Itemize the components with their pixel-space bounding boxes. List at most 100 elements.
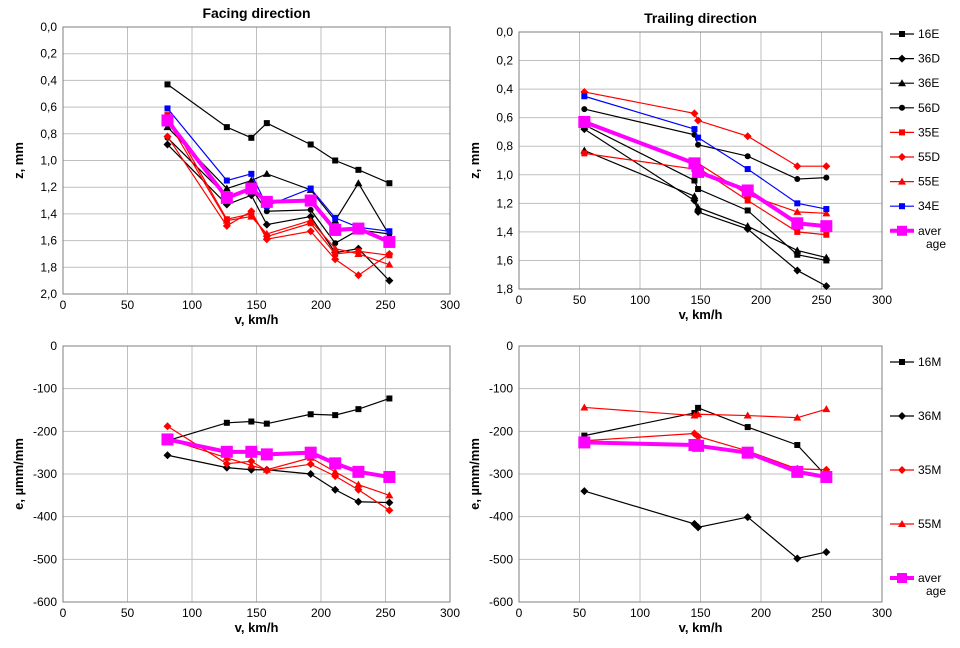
data-point <box>247 212 256 220</box>
data-point <box>822 253 831 261</box>
data-point <box>694 203 703 211</box>
data-point <box>163 451 172 460</box>
series-34e <box>581 93 830 213</box>
y-tick-label: -400 <box>489 510 513 524</box>
series-line <box>584 95 827 210</box>
series-line <box>584 124 827 262</box>
y-tick-label: 1,2 <box>496 196 513 210</box>
data-point <box>793 554 802 563</box>
series-line <box>584 406 827 419</box>
y-tick-label: 0,8 <box>496 139 513 153</box>
data-point <box>222 216 231 224</box>
data-point <box>694 432 703 441</box>
y-tick-label: 2,0 <box>40 287 57 301</box>
legend-marker <box>897 573 907 583</box>
y-axis-label: e, µmm/mm <box>467 438 482 510</box>
data-point <box>794 176 801 183</box>
y-tick-label: 1,4 <box>496 225 513 239</box>
data-point <box>694 116 703 125</box>
y-tick-label: 1,4 <box>40 207 57 221</box>
legend-marker <box>899 203 905 210</box>
x-tick-label: 100 <box>182 298 202 312</box>
legend-label: 16E <box>918 27 939 41</box>
x-tick-label: 250 <box>375 298 395 312</box>
chart-4: 0 50 100 150 200 250 300 0 -100 -200 -300 -400 -500 -… <box>467 339 946 635</box>
legend-label: 35M <box>918 463 941 477</box>
y-tick-label: 1,6 <box>40 234 57 248</box>
series-aver-age <box>161 433 396 483</box>
x-tick-label: 50 <box>121 298 135 312</box>
data-point <box>164 81 171 88</box>
data-point <box>578 436 591 449</box>
legend-marker <box>898 177 906 185</box>
y-tick-label: -200 <box>489 424 513 438</box>
legend-marker <box>898 520 906 527</box>
data-point <box>580 403 589 411</box>
data-point <box>383 470 396 483</box>
data-point <box>263 420 270 427</box>
legend-label: 56D <box>918 101 940 115</box>
y-tick-label: -100 <box>489 382 513 396</box>
series-line <box>167 397 390 442</box>
data-point <box>247 461 256 469</box>
y-tick-label: -400 <box>33 510 57 524</box>
series-line <box>167 454 390 504</box>
data-point <box>820 220 833 233</box>
y-tick-label: 0,0 <box>40 20 57 34</box>
series-56d <box>581 106 830 183</box>
data-point <box>743 411 752 419</box>
data-point <box>793 266 802 275</box>
data-point <box>581 150 588 157</box>
data-point <box>354 480 363 488</box>
data-point <box>692 165 705 178</box>
data-point <box>793 413 802 421</box>
data-point <box>578 115 591 128</box>
data-point <box>354 497 363 506</box>
legend-label: 55D <box>918 150 940 164</box>
legend-marker <box>899 31 905 37</box>
data-point <box>793 246 802 254</box>
y-tick-label: -500 <box>33 552 57 566</box>
data-point <box>794 251 801 258</box>
data-point <box>260 448 273 461</box>
x-tick-label: 250 <box>375 606 395 620</box>
data-point <box>354 271 363 280</box>
data-point <box>690 192 699 200</box>
data-point <box>354 179 363 187</box>
data-point <box>223 124 230 131</box>
legend-marker <box>898 412 906 420</box>
x-axis-label: v, km/h <box>235 620 279 635</box>
data-point <box>163 132 172 141</box>
series-line <box>166 120 390 266</box>
data-point <box>691 126 698 133</box>
plot-border <box>62 26 451 295</box>
legend-marker <box>897 225 907 236</box>
x-tick-label: 50 <box>573 606 587 620</box>
x-tick-label: 100 <box>630 606 650 620</box>
data-point <box>823 206 830 213</box>
series-line <box>167 438 390 496</box>
y-tick-label: 0,4 <box>496 82 513 96</box>
chart-title: Trailing direction <box>644 10 757 26</box>
data-point <box>354 485 363 494</box>
data-point <box>385 491 394 499</box>
data-point <box>822 548 831 557</box>
data-point <box>245 445 258 458</box>
data-point <box>262 235 271 244</box>
data-point <box>741 446 754 459</box>
data-point <box>220 445 233 458</box>
plot-border <box>518 31 883 290</box>
data-point <box>223 177 230 184</box>
data-point <box>262 229 271 237</box>
data-point <box>695 404 702 411</box>
series-line <box>166 114 390 256</box>
x-tick-label: 150 <box>246 298 266 312</box>
data-point <box>247 207 256 216</box>
data-point <box>222 221 231 230</box>
x-tick-label: 0 <box>516 293 523 307</box>
series-line <box>167 126 390 236</box>
data-point <box>306 460 315 469</box>
data-point <box>385 260 394 268</box>
data-point <box>260 195 273 208</box>
